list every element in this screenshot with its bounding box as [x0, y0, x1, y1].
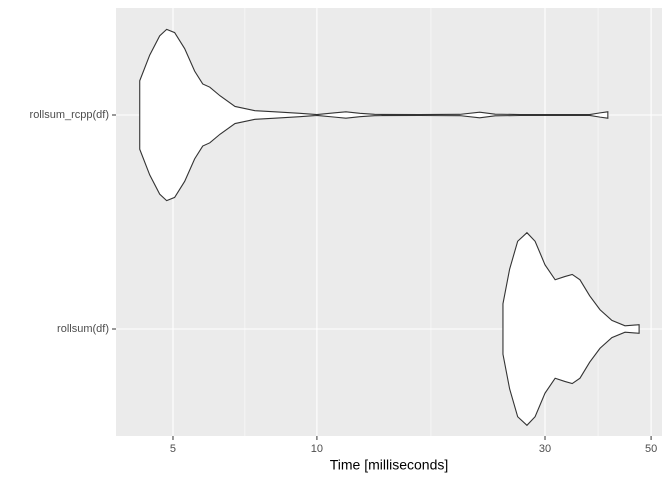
x-tick-label: 5 — [170, 443, 176, 455]
y-tick-label: rollsum_rcpp(df) — [30, 109, 109, 121]
x-tick-label: 10 — [311, 443, 323, 455]
x-tick-label: 50 — [645, 443, 657, 455]
violin — [139, 28, 609, 202]
violin — [502, 231, 640, 427]
y-tick-label: rollsum(df) — [57, 323, 109, 335]
x-axis-title: Time [milliseconds] — [330, 457, 449, 473]
x-tick-label: 30 — [539, 443, 551, 455]
